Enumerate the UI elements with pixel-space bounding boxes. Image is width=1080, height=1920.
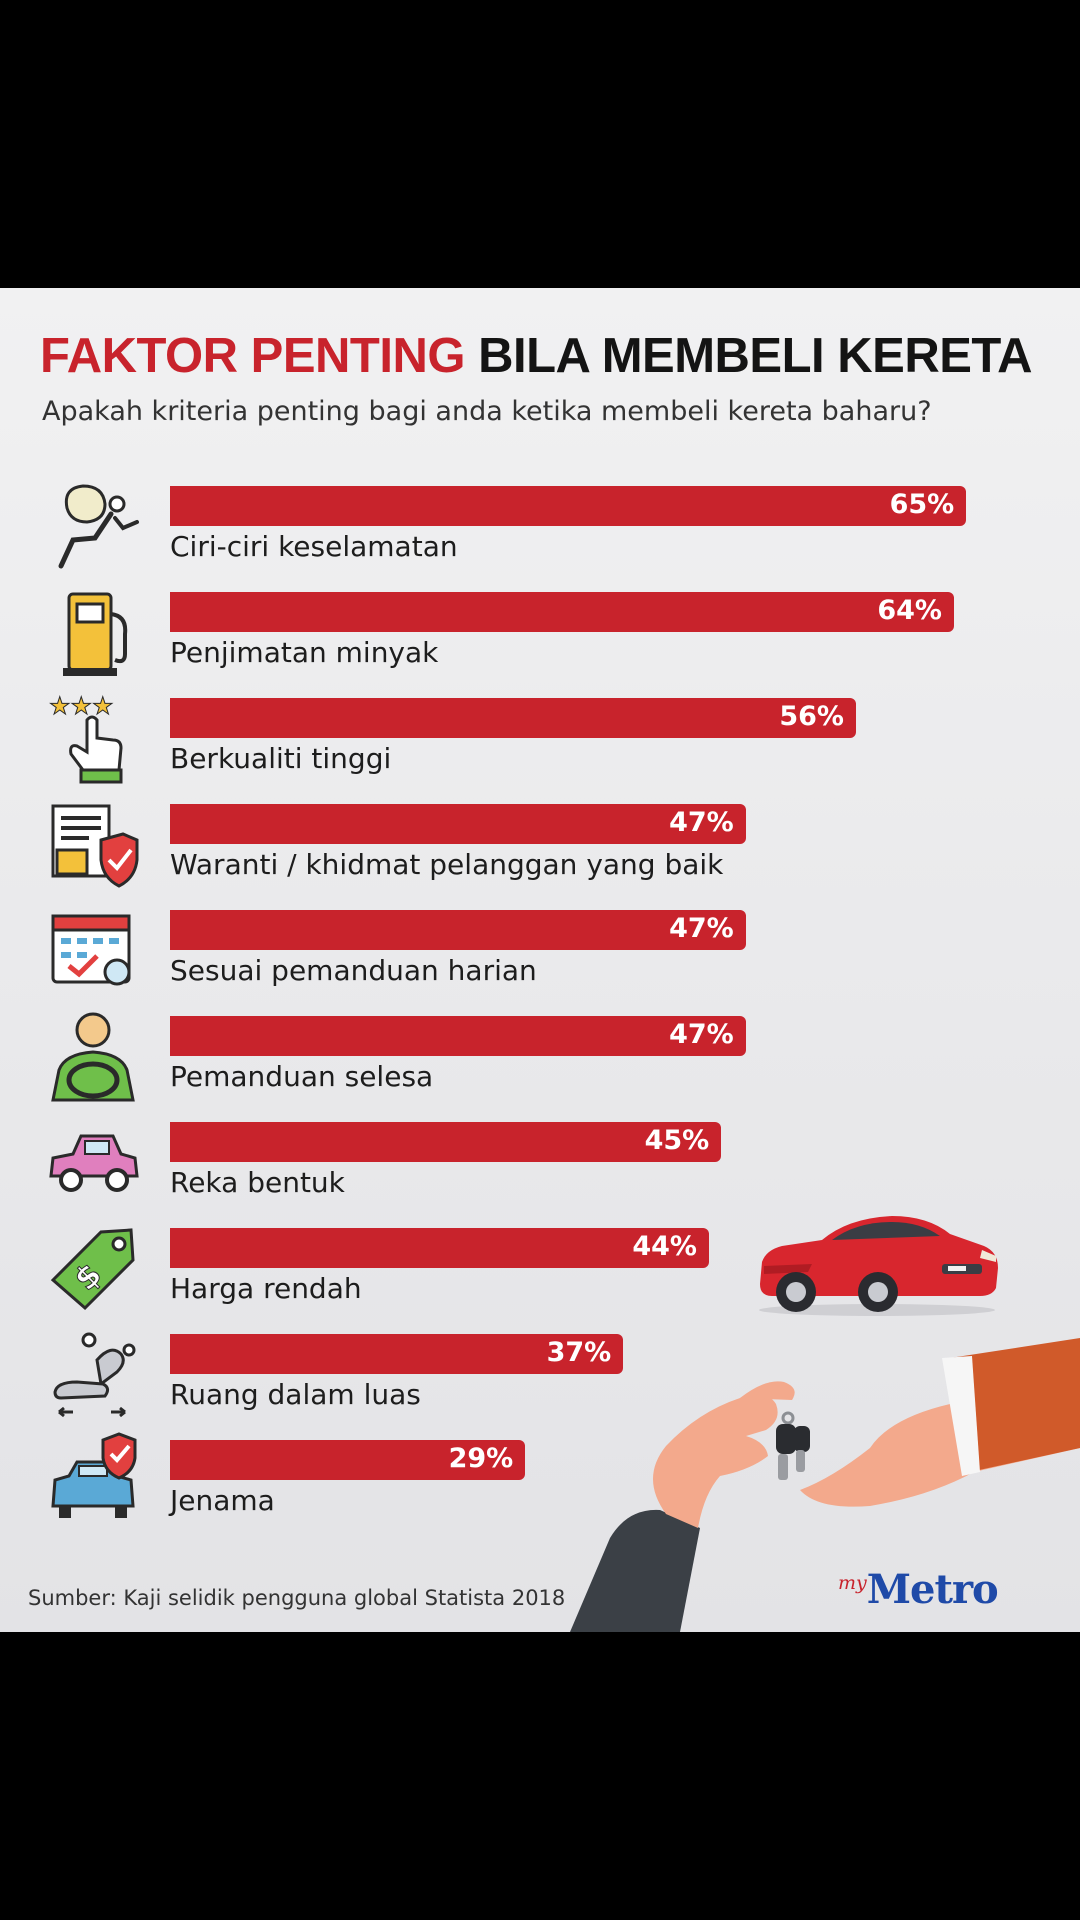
bar-value-label: 45% [644, 1125, 710, 1156]
bar: 29% [170, 1440, 526, 1480]
car-shield-icon [51, 1432, 137, 1518]
bar-value-label: 29% [448, 1443, 514, 1474]
infographic-subtitle: Apakah kriteria penting bagi anda ketika… [42, 396, 932, 427]
driver-icon [51, 1012, 135, 1102]
key-handover-illustration [570, 1338, 1080, 1632]
bar: 56% [170, 698, 856, 738]
title-rest: BILA MEMBELI KERETA [478, 329, 1033, 383]
fuel-pump-icon [63, 592, 128, 676]
bar-value-label: 56% [779, 701, 844, 732]
bar-value-label: 44% [632, 1231, 697, 1262]
bar: 47% [170, 804, 746, 844]
category-label: Penjimatan minyak [170, 636, 439, 669]
chart-row: ★★★ 56% Berkualiti tinggi [0, 690, 1080, 796]
star-rating-hand-icon: ★★★ [49, 692, 123, 784]
airbag-icon [58, 484, 139, 569]
bar: 47% [170, 1016, 746, 1056]
bar: 47% [170, 910, 746, 950]
infographic-title: FAKTOR PENTING BILA MEMBELI KERETA [40, 328, 1033, 384]
bar-value-label: 47% [669, 807, 734, 838]
seat-icon [53, 1332, 136, 1418]
category-label: Pemanduan selesa [170, 1060, 434, 1093]
bar-value-label: 64% [877, 595, 942, 626]
chart-row: 47% Sesuai pemanduan harian [0, 902, 1080, 1008]
logo-my: my [838, 1572, 867, 1594]
chart-row: 29% Jenama [0, 1432, 1080, 1538]
category-label: Reka bentuk [170, 1166, 345, 1199]
chart-row: 47% Waranti / khidmat pelanggan yang baik [0, 796, 1080, 902]
infographic-card: FAKTOR PENTING BILA MEMBELI KERETA Apaka… [0, 288, 1080, 1632]
bar: 45% [170, 1122, 722, 1162]
chart-row: 47% Pemanduan selesa [0, 1008, 1080, 1114]
logo-metro: Metro [866, 1566, 999, 1613]
bar: 65% [170, 486, 967, 526]
red-sports-car-illustration [759, 1216, 998, 1316]
bar: 37% [170, 1334, 624, 1374]
chart-row: 37% Ruang dalam luas [0, 1326, 1080, 1432]
category-label: Ciri-ciri keselamatan [170, 530, 458, 563]
category-label: Berkualiti tinggi [170, 742, 392, 775]
car-side-icon [49, 1134, 139, 1192]
bar-value-label: 65% [889, 489, 955, 520]
category-label: Harga rendah [170, 1272, 362, 1305]
chart-row: 64% Penjimatan minyak [0, 584, 1080, 690]
svg-text:★★★: ★★★ [49, 692, 114, 720]
source-note: Sumber: Kaji selidik pengguna global Sta… [28, 1586, 566, 1610]
warranty-shield-icon [51, 804, 139, 888]
chart-row: 45% Reka bentuk [0, 1114, 1080, 1220]
bar-value-label: 47% [669, 1019, 734, 1050]
calendar-check-icon [51, 914, 131, 986]
category-label: Sesuai pemanduan harian [170, 954, 537, 987]
mymetro-logo: myMetro [838, 1566, 999, 1616]
bar: 44% [170, 1228, 709, 1268]
chart-row: 65% Ciri-ciri keselamatan [0, 478, 1080, 584]
bar: 64% [170, 592, 954, 632]
title-highlight: FAKTOR PENTING [40, 329, 465, 383]
category-label: Ruang dalam luas [170, 1378, 421, 1411]
bar-value-label: 37% [546, 1337, 612, 1368]
price-tag-icon: $ [50, 1228, 135, 1311]
chart-row: $44% Harga rendah [0, 1220, 1080, 1326]
category-label: Jenama [170, 1484, 275, 1517]
bar-value-label: 47% [669, 913, 734, 944]
category-label: Waranti / khidmat pelanggan yang baik [170, 848, 724, 881]
